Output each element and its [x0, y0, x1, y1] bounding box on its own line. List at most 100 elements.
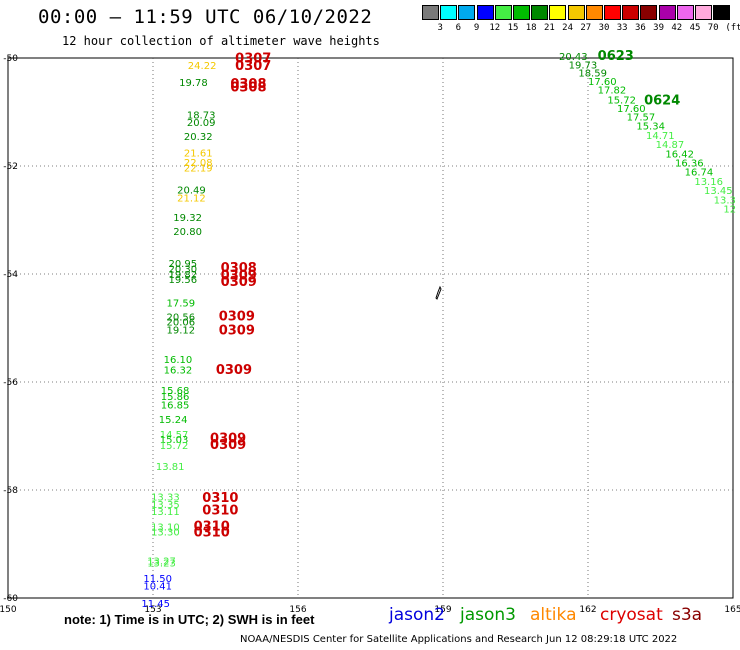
legend-label: 18 [525, 23, 537, 33]
legend-swatch [622, 5, 640, 20]
legend-swatch [604, 5, 621, 20]
pass-time-label: 0624 [644, 93, 680, 108]
wave-height-sample: 13.3 [714, 195, 736, 206]
legend-label: 42 [671, 23, 683, 33]
pass-time-label: 0307 [235, 51, 271, 66]
legend-swatch [458, 5, 476, 20]
wave-height-sample: 20.56 [167, 312, 196, 323]
wave-height-sample: 13.33 [151, 492, 180, 503]
legend-label: 3 [437, 23, 443, 33]
legend-swatch [676, 5, 694, 20]
wave-height-sample: 13.30 [151, 527, 180, 538]
wave-height-sample: 19.82 [168, 270, 197, 281]
x-tick-label: 162 [579, 605, 596, 615]
map-frame [7, 57, 734, 599]
wave-height-sample: 20.95 [168, 259, 197, 270]
pass-time-label: 0310 [194, 525, 230, 540]
y-tick-label: -58 [3, 486, 18, 496]
legend-label: 21 [543, 23, 555, 33]
wave-height-sample: 16.42 [665, 149, 694, 160]
legend-swatch [476, 5, 494, 20]
wave-height-sample: 20.43 [559, 52, 588, 63]
legend-swatch [549, 5, 567, 20]
pass-time-label: 0623 [598, 49, 634, 64]
mission-jason2: jason2 [389, 605, 445, 625]
wave-height-sample: 20.09 [187, 118, 216, 129]
legend-swatch [440, 5, 458, 20]
wave-height-sample: 19.56 [168, 275, 197, 286]
wave-height-sample: 19.32 [173, 213, 202, 224]
map-title: 00:00 – 11:59 UTC 06/10/2022 [38, 6, 373, 28]
mission-cryosat: cryosat [600, 605, 663, 625]
pass-time-label: 0309 [219, 309, 255, 324]
wave-height-sample: 20.30 [168, 264, 197, 275]
units-note: note: 1) Time is in UTC; 2) SWH is in fe… [64, 612, 315, 627]
wave-height-sample: 14.87 [656, 140, 685, 151]
legend-swatch [640, 5, 658, 20]
pass-time-label: 0309 [210, 438, 246, 453]
pass-time-label: 0309 [221, 275, 257, 290]
legend-swatch [567, 5, 585, 20]
pass-time-label: 0309 [221, 268, 257, 283]
wave-height-sample: 11.45 [141, 599, 170, 610]
mission-s3a: s3a [672, 605, 703, 625]
legend-swatch [494, 5, 512, 20]
mission-altika: altika [530, 605, 577, 625]
y-tick-label: -50 [3, 54, 18, 64]
wave-height-sample: 13.16 [694, 177, 723, 188]
pass-time-label: 0309 [210, 431, 246, 446]
legend-unit: (ft) [725, 23, 740, 33]
legend-label: 12 [489, 23, 501, 33]
legend-label: 33 [616, 23, 628, 33]
wave-height-sample: 17.82 [598, 86, 627, 97]
wave-height-sample: 20.06 [167, 317, 196, 328]
legend-label: 6 [455, 23, 462, 33]
wave-height-sample: 15.72 [160, 441, 189, 452]
wave-height-sample: 16.10 [164, 355, 193, 366]
pass-time-label: 0310 [194, 520, 230, 535]
wave-height-sample: 13.23 [147, 559, 176, 570]
wave-height-sample: 22.08 [184, 158, 213, 169]
legend-label: 27 [580, 23, 592, 33]
wave-height-sample: 22.19 [184, 163, 213, 174]
wave-height-sample: 10.41 [143, 581, 172, 592]
wave-height-sample: 21.61 [184, 148, 213, 159]
wave-height-sample: 17.57 [627, 113, 656, 124]
wave-height-sample: 24.22 [188, 61, 217, 72]
wave-height-sample: 15.24 [159, 415, 188, 426]
legend-label: 30 [598, 23, 610, 33]
pass-time-label: 0310 [202, 503, 238, 518]
wave-height-sample: 20.49 [177, 186, 206, 197]
wave-height-sample: 19.78 [179, 78, 208, 89]
legend-label: 45 [689, 23, 701, 33]
wave-height-sample: 15.68 [161, 386, 190, 397]
pass-time-label: 0308 [230, 80, 266, 95]
wave-height-sample: 13.10 [151, 523, 180, 534]
wave-height-sample: 11.50 [143, 574, 172, 585]
x-tick-label: 150 [0, 605, 17, 615]
wave-height-sample: 15.86 [161, 392, 190, 403]
wave-height-sample: 16.74 [685, 168, 714, 179]
x-tick-label: 153 [144, 605, 161, 615]
legend-label: 15 [507, 23, 519, 33]
legend-swatch [713, 5, 731, 20]
wave-height-sample: 15.72 [607, 95, 636, 106]
legend-swatch [422, 5, 439, 20]
wave-height-sample: 19.73 [569, 60, 598, 71]
wave-height-sample: 17.60 [617, 104, 646, 115]
y-tick-label: -52 [3, 162, 18, 172]
y-tick-label: -54 [3, 270, 18, 280]
wave-height-sample: 13.27 [147, 557, 176, 568]
pass-time-label: 0308 [230, 77, 266, 92]
wave-height-sample: 20.80 [173, 227, 202, 238]
legend-label: 24 [562, 23, 574, 33]
legend-swatch [531, 5, 549, 20]
wave-height-sample: 15.03 [160, 435, 189, 446]
wave-height-sample: 13.45 [704, 186, 733, 197]
wave-height-sample: 13.35 [151, 500, 180, 511]
mission-jason3: jason3 [460, 605, 516, 625]
x-tick-label: 156 [289, 605, 306, 615]
wave-height-sample: 13.81 [156, 462, 185, 473]
island-outline [435, 285, 442, 300]
